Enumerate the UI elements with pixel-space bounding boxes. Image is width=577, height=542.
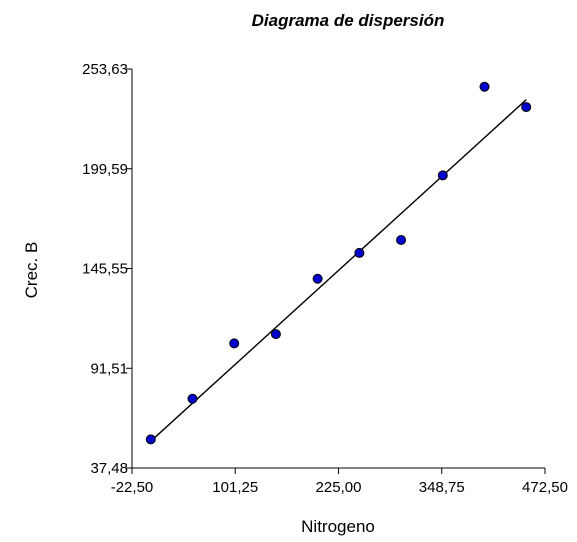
data-point bbox=[521, 102, 532, 113]
fit-line bbox=[150, 99, 527, 442]
y-tick-label: 145,55 bbox=[82, 261, 128, 278]
y-tick-label: 253,63 bbox=[82, 61, 128, 78]
y-tick-label: 91,51 bbox=[90, 360, 128, 377]
x-tick-label: 348,75 bbox=[419, 479, 465, 496]
chart-title: Diagrama de dispersión bbox=[252, 11, 445, 30]
data-point bbox=[145, 434, 156, 445]
x-tick-label: 101,25 bbox=[212, 479, 258, 496]
x-tick-label: 225,00 bbox=[316, 479, 362, 496]
data-point bbox=[354, 247, 365, 258]
x-axis-label: Nitrogeno bbox=[301, 517, 375, 536]
x-tick-label: -22,50 bbox=[111, 479, 154, 496]
data-point bbox=[396, 234, 407, 245]
data-point bbox=[479, 81, 490, 92]
data-point bbox=[229, 338, 240, 349]
fit-line-group bbox=[150, 99, 527, 442]
y-tick-label: 199,59 bbox=[82, 161, 128, 178]
data-points bbox=[145, 81, 532, 445]
x-tick-label: 472,50 bbox=[522, 479, 568, 496]
y-axis-label: Crec. B bbox=[22, 242, 41, 299]
data-point bbox=[437, 170, 448, 181]
data-point bbox=[187, 393, 198, 404]
data-point bbox=[312, 273, 323, 284]
y-tick-label: 37,48 bbox=[90, 460, 128, 477]
data-point bbox=[270, 329, 281, 340]
axis-ticks: -22,50 101,25 225,00 348,75 472,50 37,48 91,51… bbox=[82, 61, 568, 496]
